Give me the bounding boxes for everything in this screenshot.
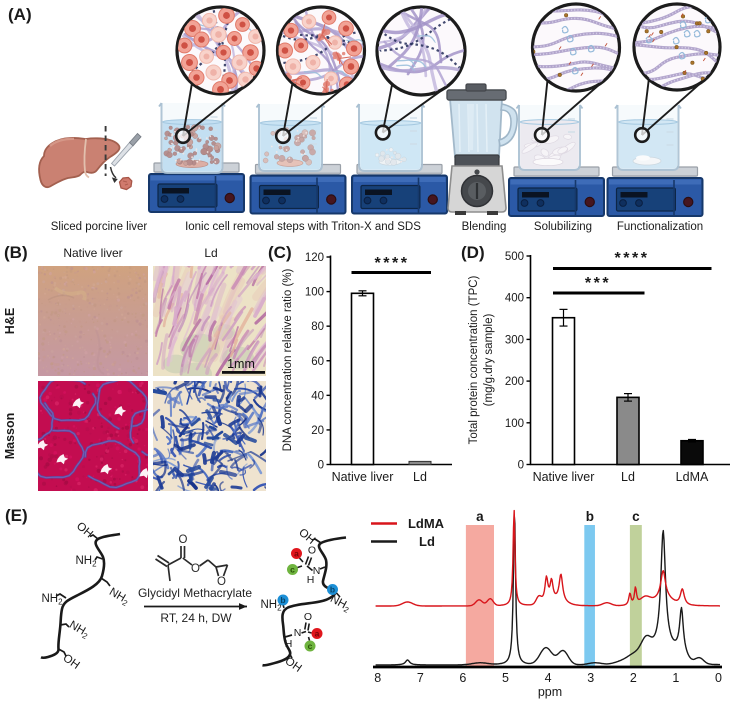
- svg-text:2: 2: [630, 671, 637, 685]
- svg-text:Ld: Ld: [413, 470, 427, 484]
- svg-text:Ld: Ld: [621, 470, 635, 484]
- svg-text:O: O: [179, 534, 188, 546]
- svg-text:0: 0: [518, 460, 524, 472]
- svg-text:100: 100: [305, 287, 324, 299]
- svg-text:Native liver: Native liver: [533, 470, 595, 484]
- svg-text:8: 8: [374, 671, 381, 685]
- svg-text:80: 80: [311, 321, 324, 333]
- svg-text:N: N: [294, 627, 302, 639]
- svg-text:O: O: [304, 611, 312, 623]
- svg-text:7: 7: [417, 671, 424, 685]
- svg-text:ppm: ppm: [538, 685, 562, 699]
- svg-text:NH2: NH2: [41, 593, 63, 607]
- svg-text:4: 4: [545, 671, 552, 685]
- svg-text:Sliced porcine liver: Sliced porcine liver: [51, 221, 148, 233]
- svg-text:c: c: [632, 509, 640, 524]
- svg-text:200: 200: [505, 376, 524, 388]
- svg-text:(B): (B): [4, 243, 28, 262]
- svg-text:20: 20: [311, 425, 324, 437]
- svg-text:3: 3: [587, 671, 594, 685]
- svg-text:O: O: [217, 576, 226, 588]
- svg-text:40: 40: [311, 390, 324, 402]
- svg-text:O: O: [308, 545, 316, 557]
- svg-text:120: 120: [305, 252, 324, 264]
- svg-text:400: 400: [505, 293, 524, 305]
- svg-text:1: 1: [672, 671, 679, 685]
- svg-text:a: a: [315, 629, 320, 639]
- svg-text:NH2: NH2: [75, 555, 97, 569]
- svg-text:DNA concentration relative rat: DNA concentration relative ratio (%): [282, 268, 294, 451]
- svg-text:Ld: Ld: [204, 246, 217, 260]
- svg-text:***: ***: [585, 275, 611, 292]
- svg-text:O: O: [191, 563, 200, 575]
- svg-text:Solubilizing: Solubilizing: [534, 221, 592, 233]
- svg-text:1mm: 1mm: [227, 357, 255, 371]
- svg-text:100: 100: [505, 418, 524, 430]
- svg-text:LdMA: LdMA: [408, 516, 445, 531]
- svg-text:Native liver: Native liver: [332, 470, 394, 484]
- svg-text:Native liver: Native liver: [63, 246, 122, 260]
- svg-text:H&E: H&E: [3, 308, 17, 334]
- svg-text:Total protein concentration (T: Total protein concentration (TPC): [468, 275, 480, 444]
- svg-text:Glycidyl Methacrylate: Glycidyl Methacrylate: [138, 586, 252, 600]
- svg-text:H: H: [285, 638, 293, 650]
- svg-text:(mg/g.dry sample): (mg/g.dry sample): [483, 314, 495, 407]
- svg-text:300: 300: [505, 334, 524, 346]
- svg-text:RT, 24 h, DW: RT, 24 h, DW: [160, 611, 232, 625]
- svg-text:b: b: [330, 585, 335, 595]
- svg-text:b: b: [280, 595, 285, 605]
- svg-text:N: N: [313, 565, 321, 577]
- svg-text:LdMA: LdMA: [676, 470, 709, 484]
- svg-text:****: ****: [615, 250, 650, 267]
- svg-text:NH2: NH2: [260, 599, 282, 613]
- svg-text:(A): (A): [8, 5, 32, 24]
- svg-text:H: H: [307, 574, 315, 586]
- svg-text:Functionalization: Functionalization: [617, 221, 703, 233]
- svg-text:500: 500: [505, 251, 524, 263]
- svg-text:a: a: [294, 549, 299, 559]
- svg-text:6: 6: [459, 671, 466, 685]
- svg-text:(C): (C): [268, 243, 292, 262]
- svg-text:****: ****: [375, 255, 410, 272]
- svg-text:0: 0: [318, 460, 324, 472]
- svg-text:60: 60: [311, 356, 324, 368]
- svg-text:a: a: [476, 509, 484, 524]
- svg-text:Ionic cell removal steps with: Ionic cell removal steps with Triton-X a…: [185, 221, 421, 233]
- svg-text:Masson: Masson: [3, 413, 17, 460]
- svg-text:(E): (E): [5, 506, 28, 525]
- svg-text:Ld: Ld: [419, 534, 435, 549]
- svg-text:c: c: [308, 641, 313, 651]
- svg-text:0: 0: [715, 671, 722, 685]
- svg-text:Blending: Blending: [462, 221, 507, 233]
- svg-text:5: 5: [502, 671, 509, 685]
- svg-text:(D): (D): [461, 243, 485, 262]
- svg-text:c: c: [290, 565, 295, 575]
- svg-text:b: b: [586, 509, 594, 524]
